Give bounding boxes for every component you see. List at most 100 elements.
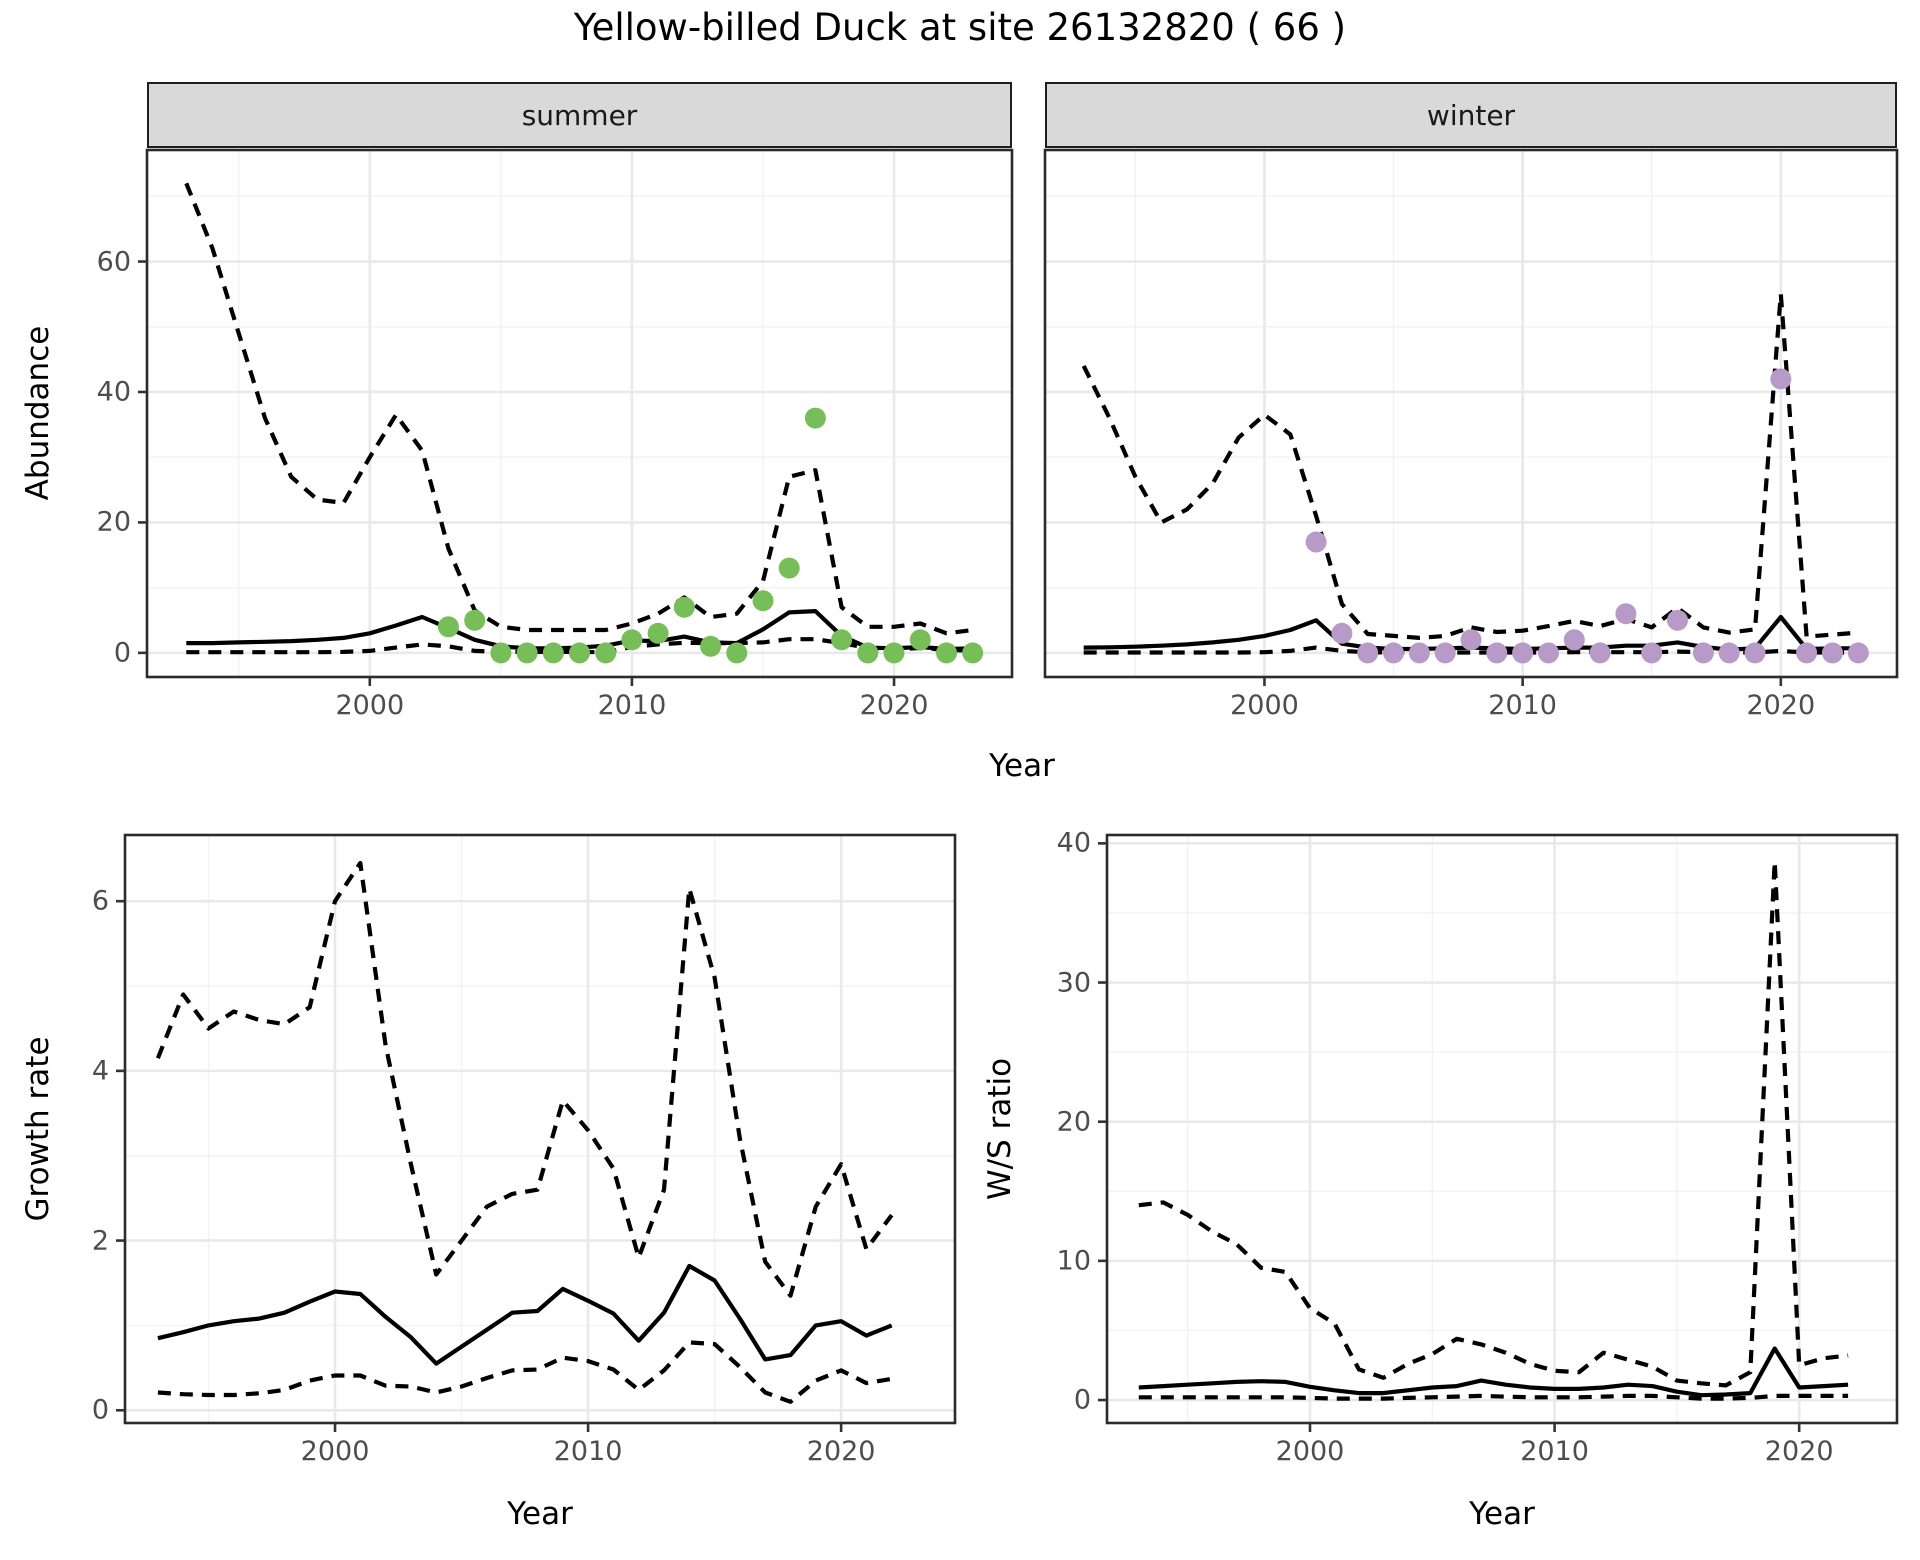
series-upper-ci bbox=[155, 860, 894, 1298]
panel-background bbox=[147, 150, 1012, 677]
observation-dot bbox=[1641, 642, 1663, 664]
panel-border bbox=[1105, 833, 1899, 1425]
axis-tick-label: 2000 bbox=[1230, 690, 1299, 721]
axis-tick-label: 20 bbox=[96, 506, 131, 538]
panel-background bbox=[1107, 835, 1897, 1423]
axis-tick-label: 2020 bbox=[859, 690, 929, 721]
observation-dot bbox=[1305, 531, 1327, 553]
axis-tick-label: 2010 bbox=[1488, 690, 1557, 721]
axis-tick-label: 40 bbox=[1056, 827, 1091, 859]
axis-tick-label: 0 bbox=[1073, 1384, 1091, 1416]
facet-strip-summer: summer bbox=[147, 82, 1012, 148]
axis-tick-label: 6 bbox=[91, 885, 109, 917]
observation-dot bbox=[752, 590, 774, 612]
y-axis-title-growth-rate: Growth rate bbox=[20, 1036, 56, 1222]
observation-dot bbox=[1667, 609, 1688, 631]
observation-dot bbox=[883, 642, 905, 664]
axis-tick-label: 30 bbox=[1056, 967, 1091, 999]
observation-dot bbox=[1460, 629, 1482, 651]
observation-dot bbox=[936, 642, 957, 664]
observation-dot bbox=[437, 616, 459, 638]
axis-tick-label: 0 bbox=[91, 1394, 109, 1426]
observation-dot bbox=[1331, 622, 1353, 644]
observation-dot bbox=[726, 642, 748, 664]
panel-ws-ratio bbox=[1098, 833, 1899, 1432]
series-upper-ci bbox=[1138, 859, 1849, 1388]
panel-border bbox=[123, 833, 957, 1425]
observation-dot bbox=[1770, 368, 1792, 390]
axis-tick-label: 20 bbox=[1056, 1106, 1091, 1138]
y-axis-title-ws-ratio: W/S ratio bbox=[982, 1057, 1018, 1201]
facet-strip-winter-label: winter bbox=[1426, 98, 1516, 132]
panel-summer bbox=[138, 148, 1014, 686]
observation-dot bbox=[1822, 642, 1843, 664]
panel-border bbox=[145, 148, 1014, 679]
observation-dot bbox=[1718, 642, 1740, 664]
axis-tick-label: 10 bbox=[1056, 1245, 1091, 1277]
axis-tick-label: 4 bbox=[91, 1055, 109, 1087]
observation-dot bbox=[647, 622, 669, 644]
axis-tick-label: 2000 bbox=[335, 690, 405, 721]
observation-dot bbox=[700, 635, 722, 657]
observation-dot bbox=[595, 642, 617, 664]
observation-dot bbox=[1434, 642, 1456, 664]
observation-dot bbox=[1744, 642, 1766, 664]
observation-dot bbox=[516, 642, 538, 664]
series-lower-ci bbox=[1138, 1393, 1849, 1401]
axis-tick-label: 60 bbox=[96, 246, 131, 278]
observation-dot bbox=[1538, 642, 1559, 664]
axis-tick-label: 40 bbox=[96, 376, 131, 408]
axis-tick-label: 2010 bbox=[597, 690, 667, 721]
observation-dot bbox=[464, 609, 486, 631]
observation-dot bbox=[778, 557, 800, 579]
axis-tick-label: 2020 bbox=[1746, 690, 1816, 721]
observation-dot bbox=[909, 629, 931, 651]
panel-background bbox=[125, 835, 955, 1423]
series-upper-ci bbox=[184, 182, 973, 636]
observation-dot bbox=[673, 596, 695, 618]
observation-dot bbox=[1692, 642, 1714, 664]
series-median bbox=[157, 1263, 893, 1366]
observation-dot bbox=[1408, 642, 1430, 664]
observation-dot bbox=[569, 642, 590, 664]
chart-title: Yellow-billed Duck at site 26132820 ( 66… bbox=[573, 6, 1347, 49]
axis-tick-label: 2000 bbox=[1275, 1436, 1345, 1467]
observation-dot bbox=[962, 642, 984, 664]
observation-dot bbox=[1357, 642, 1379, 664]
x-axis-title-year-top: Year bbox=[989, 748, 1055, 784]
series-median bbox=[1138, 1346, 1849, 1398]
observation-dot bbox=[1615, 603, 1637, 625]
panel-background bbox=[1045, 150, 1897, 677]
observation-dot bbox=[1589, 642, 1611, 664]
axis-tick-label: 0 bbox=[113, 637, 131, 669]
x-axis-title-year-bottom-right: Year bbox=[1469, 1496, 1535, 1532]
observation-dot bbox=[1486, 642, 1508, 664]
observation-dot bbox=[490, 642, 512, 664]
axis-tick-label: 2000 bbox=[300, 1436, 370, 1467]
observation-dot bbox=[1383, 642, 1404, 664]
axis-tick-label: 2010 bbox=[1520, 1436, 1589, 1467]
observation-dot bbox=[1512, 642, 1534, 664]
observation-dot bbox=[542, 642, 564, 664]
series-lower-ci bbox=[157, 1340, 893, 1404]
series-upper-ci bbox=[1081, 292, 1859, 641]
facet-strip-winter: winter bbox=[1045, 82, 1897, 148]
x-axis-title-year-bottom-left: Year bbox=[507, 1496, 573, 1532]
panel-growth-rate bbox=[116, 833, 957, 1432]
observation-dot bbox=[804, 407, 826, 429]
facet-strip-summer-label: summer bbox=[521, 98, 638, 132]
observation-dot bbox=[621, 629, 643, 651]
axis-tick-label: 2020 bbox=[806, 1436, 876, 1467]
observation-dot bbox=[831, 629, 853, 651]
axis-tick-label: 2020 bbox=[1764, 1436, 1834, 1467]
axis-tick-label: 2 bbox=[91, 1225, 109, 1257]
observation-dot bbox=[1563, 629, 1585, 651]
axis-tick-label: 2010 bbox=[553, 1436, 623, 1467]
observation-dot bbox=[1847, 642, 1869, 664]
panel-winter bbox=[1043, 148, 1899, 686]
observation-dot bbox=[1796, 642, 1818, 664]
y-axis-title-abundance: Abundance bbox=[20, 325, 56, 501]
panel-border bbox=[1043, 148, 1899, 679]
